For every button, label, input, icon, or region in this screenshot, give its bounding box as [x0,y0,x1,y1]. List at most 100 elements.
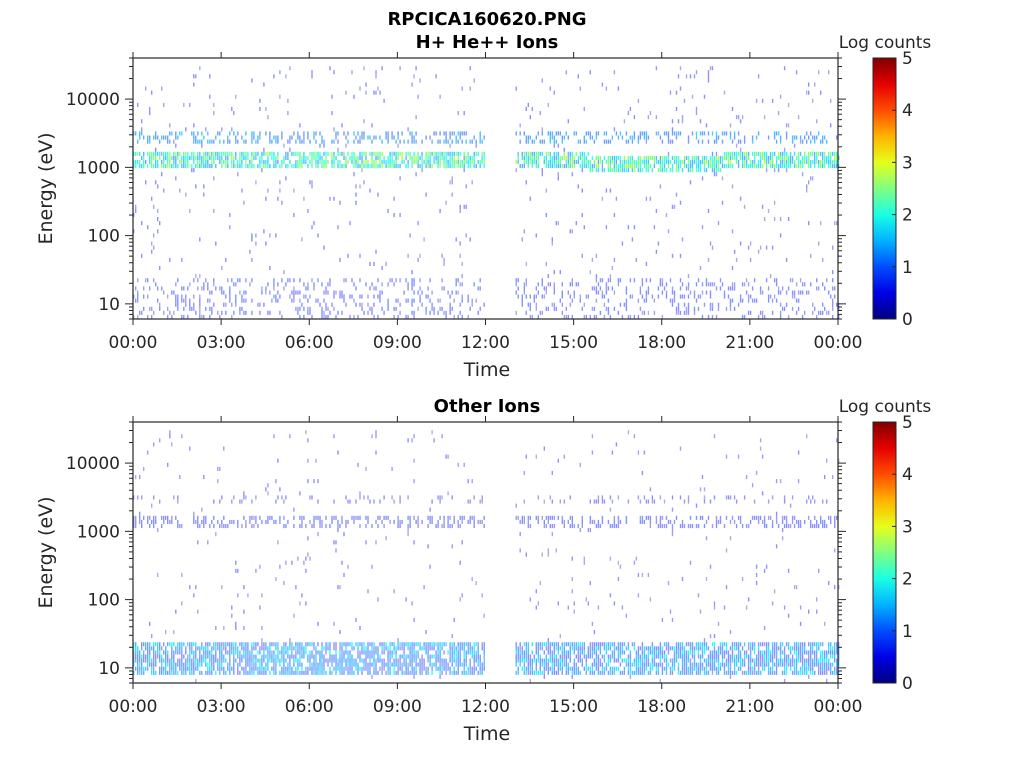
spectrogram-cell [478,671,479,675]
spectrogram-cell [151,646,152,650]
spectrogram-cell [235,626,236,630]
spectrogram-cell [433,131,434,135]
spectrogram-cell [319,671,320,675]
spectrogram-cell [662,655,663,659]
spectrogram-cell [181,131,182,135]
spectrogram-cell [546,663,547,667]
spectrogram-cell [217,311,218,315]
spectrogram-cell [672,119,673,123]
spectrogram-cell [712,315,713,319]
spectrogram-cell [670,646,671,650]
spectrogram-cell [588,295,589,299]
spectrogram-cell [718,136,719,140]
spectrogram-cell [365,663,366,667]
spectrogram-cell [173,630,174,634]
spectrogram-cell [397,144,398,148]
spectrogram-cell [562,671,563,675]
spectrogram-cell [732,282,733,286]
spectrogram-cell [175,671,176,675]
spectrogram-cell [413,459,414,463]
spectrogram-cell [363,136,364,140]
spectrogram-cell [383,646,384,650]
spectrogram-cell [716,152,717,156]
spectrogram-cell [526,180,527,184]
spectrogram-cell [648,286,649,290]
spectrogram-cell [223,152,224,156]
spectrogram-cell [700,119,701,123]
spectrogram-cell [231,646,232,650]
spectrogram-cell [662,140,663,144]
spectrogram-cell [742,115,743,119]
spectrogram-cell [570,229,571,233]
spectrogram-cell [271,667,272,671]
spectrogram-cell [215,242,216,246]
spectrogram-cell [267,646,268,650]
spectrogram-cell [620,278,621,282]
spectrogram-cell [371,434,372,438]
spectrogram-cell [676,650,677,654]
spectrogram-cell [620,642,621,646]
spectrogram-cell [584,225,585,229]
spectrogram-cell [458,463,459,467]
spectrogram-cell [688,671,689,675]
spectrogram-cell [546,659,547,663]
spectrogram-cell [445,131,446,135]
spectrogram-cell [834,152,835,156]
spectrogram-cell [704,131,705,135]
spectrogram-cell [732,156,733,160]
spectrogram-cell [175,282,176,286]
spectrogram-cell [462,274,463,278]
spectrogram-cell [251,671,252,675]
spectrogram-cell [401,642,402,646]
spectrogram-cell [427,524,428,528]
spectrogram-cell [582,156,583,160]
spectrogram-cell [379,291,380,295]
spectrogram-cell [273,671,274,675]
spectrogram-cell [678,667,679,671]
spectrogram-cell [688,136,689,140]
spectrogram-cell [572,520,573,524]
spectrogram-cell [185,156,186,160]
spectrogram-cell [401,152,402,156]
spectrogram-cell [604,131,605,135]
spectrogram-cell [201,131,202,135]
spectrogram-cell [379,659,380,663]
spectrogram-cell [255,667,256,671]
spectrogram-cell [748,311,749,315]
spectrogram-cell [778,131,779,135]
spectrogram-cell [560,156,561,160]
spectrogram-cell [223,667,224,671]
spectrogram-cell [169,659,170,663]
spectrogram-cell [295,164,296,168]
spectrogram-cell [315,671,316,675]
spectrogram-cell [590,516,591,520]
spectrogram-cell [542,131,543,135]
spectrogram-cell [201,659,202,663]
spectrogram-cell [708,74,709,78]
spectrogram-cell [526,295,527,299]
spectrogram-cell [582,189,583,193]
spectrogram-cell [630,663,631,667]
spectrogram-cell [365,650,366,654]
spectrogram-cell [189,671,190,675]
spectrogram-cell [279,650,280,654]
spectrogram-cell [530,197,531,201]
spectrogram-cell [568,156,569,160]
spectrogram-cell [373,642,374,646]
spectrogram-cell [582,516,583,520]
spectrogram-cell [183,307,184,311]
spectrogram-cell [431,663,432,667]
spectrogram-cell [295,140,296,144]
spectrogram-cell [792,156,793,160]
spectrogram-cell [333,160,334,164]
spectrogram-cell [261,593,262,597]
spectrogram-cell [658,671,659,675]
spectrogram-cell [337,152,338,156]
spectrogram-cell [345,650,346,654]
spectrogram-cell [476,667,477,671]
spectrogram-cell [251,140,252,144]
spectrogram-cell [439,650,440,654]
spectrogram-cell [516,168,517,172]
spectrogram-cell [195,642,196,646]
spectrogram-cell [137,295,138,299]
